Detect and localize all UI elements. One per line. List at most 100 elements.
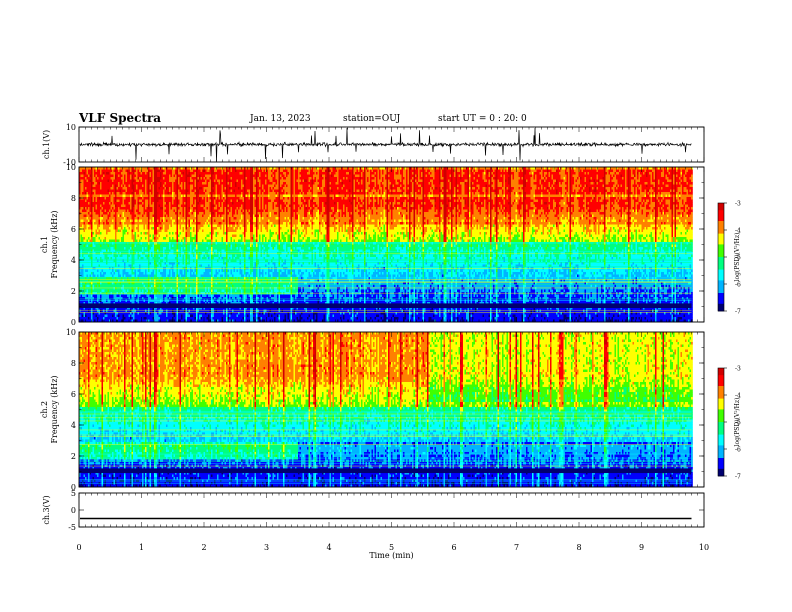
- spectrogram-cell: [113, 314, 116, 318]
- spectrogram-cell: [110, 307, 113, 310]
- spectrogram-cell: [79, 174, 81, 178]
- spectrogram-cell: [95, 282, 98, 285]
- spectrogram-cell: [104, 194, 107, 198]
- spectrogram-cell: [86, 257, 89, 260]
- spectrogram-cell: [116, 209, 119, 213]
- spectrogram-cell: [83, 244, 86, 248]
- spectrogram-cell: [79, 297, 81, 300]
- spectrogram-cell: [98, 297, 101, 300]
- spectrogram-cell: [79, 219, 81, 223]
- spectrogram-cell: [94, 269, 96, 273]
- spectrogram-cell: [103, 224, 105, 228]
- spectrogram-cell: [95, 319, 98, 323]
- spectrogram-cell: [94, 187, 96, 190]
- spectrogram-cell: [92, 264, 95, 268]
- spectrogram-cell: [115, 224, 117, 228]
- spectrogram-cell: [97, 217, 99, 220]
- spectrogram-cell: [94, 227, 96, 230]
- spectrogram-cell: [82, 274, 84, 278]
- spectrogram-cell: [113, 217, 116, 220]
- spectrogram-cell: [98, 212, 101, 215]
- spectrogram-cell: [92, 257, 95, 260]
- spectrogram-cell: [106, 174, 108, 178]
- spectrogram-cell: [101, 169, 104, 173]
- spectrogram-cell: [118, 307, 120, 310]
- spectrogram-cell: [97, 182, 99, 185]
- spectrogram-cell: [82, 197, 84, 200]
- spectrogram-cell: [122, 167, 125, 170]
- spectrogram-cell: [101, 199, 104, 203]
- spectrogram-cell: [97, 207, 99, 210]
- spectrogram-cell: [83, 297, 86, 300]
- spectrogram-cell: [97, 209, 99, 213]
- spectrogram-cell: [88, 309, 90, 313]
- spectrogram-cell: [79, 232, 81, 235]
- spectrogram-cell: [82, 242, 84, 245]
- spectrogram-cell: [95, 242, 98, 245]
- spectrogram-cell: [116, 269, 119, 273]
- spectrogram-cell: [83, 214, 86, 218]
- spectrogram-cell: [97, 194, 99, 198]
- spectrogram-cell: [109, 229, 111, 233]
- spectrogram-cell: [82, 277, 84, 280]
- spectrogram-cell: [110, 182, 113, 185]
- spectrogram-cell: [85, 307, 87, 310]
- spectrogram-cell: [112, 202, 114, 205]
- spectrogram-cell: [100, 184, 102, 188]
- spectrogram-cell: [118, 197, 120, 200]
- spectrogram-cell: [97, 242, 99, 245]
- spectrogram-cell: [86, 207, 89, 210]
- spectrogram-cell: [101, 202, 104, 205]
- spectrogram-cell: [104, 212, 107, 215]
- spectrogram-cell: [107, 297, 110, 300]
- spectrogram-cell: [113, 282, 116, 285]
- spectrogram-cell: [85, 227, 87, 230]
- spectrogram-cell: [86, 224, 89, 228]
- spectrogram-cell: [80, 269, 83, 273]
- spectrogram-cell: [85, 167, 87, 170]
- spectrogram-cell: [98, 237, 101, 240]
- spectrogram-cell: [88, 212, 90, 215]
- spectrogram-cell: [106, 284, 108, 288]
- spectrogram-cell: [89, 179, 92, 183]
- spectrogram-cell: [95, 177, 98, 180]
- spectrogram-cell: [92, 212, 95, 215]
- spectrogram-cell: [107, 224, 110, 228]
- spectrogram-cell: [115, 287, 117, 290]
- spectrogram-cell: [113, 299, 116, 303]
- spectrogram-cell: [119, 189, 122, 193]
- spectrogram-cell: [109, 307, 111, 310]
- spectrogram-cell: [100, 244, 102, 248]
- spectrogram-cell: [118, 229, 120, 233]
- spectrogram-cell: [100, 214, 102, 218]
- spectrogram-cell: [107, 242, 110, 245]
- spectrogram-cell: [119, 217, 122, 220]
- spectrogram-cell: [89, 214, 92, 218]
- spectrogram-cell: [92, 179, 95, 183]
- spectrogram-cell: [80, 222, 83, 225]
- spectrogram-cell: [101, 299, 104, 303]
- spectrogram-cell: [86, 274, 89, 278]
- spectrogram-cell: [83, 204, 86, 208]
- spectrogram-cell: [85, 234, 87, 238]
- spectrogram-cell: [110, 227, 113, 230]
- spectrogram-cell: [94, 249, 96, 253]
- spectrogram-cell: [106, 314, 108, 318]
- spectrogram-cell: [79, 254, 81, 258]
- spectrogram-cell: [113, 227, 116, 230]
- spectrogram-cell: [100, 274, 102, 278]
- spectrogram-cell: [109, 202, 111, 205]
- spectrogram-cell: [83, 192, 86, 195]
- spectrogram-cell: [83, 257, 86, 260]
- spectrogram-cell: [106, 202, 108, 205]
- spectrogram-cell: [97, 222, 99, 225]
- spectrogram-cell: [79, 247, 81, 250]
- spectrogram-cell: [110, 189, 113, 193]
- spectrogram-cell: [95, 227, 98, 230]
- spectrogram-cell: [104, 199, 107, 203]
- spectrogram-cell: [88, 214, 90, 218]
- spectrogram-cell: [85, 242, 87, 245]
- spectrogram-cell: [100, 172, 102, 175]
- spectrogram-cell: [115, 169, 117, 173]
- spectrogram-cell: [118, 262, 120, 265]
